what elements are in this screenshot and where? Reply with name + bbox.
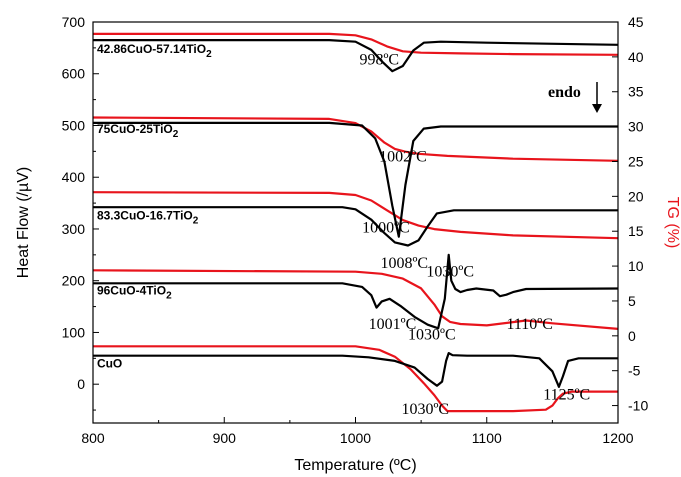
y-right-tick-label: 5 bbox=[628, 293, 636, 309]
heat-flow-curves-group bbox=[93, 39, 619, 388]
y-left-tick-label: 600 bbox=[62, 66, 86, 82]
heat-flow-curve-3 bbox=[93, 206, 618, 247]
y-left-tick-label: 500 bbox=[62, 117, 86, 133]
heat-flow-curve-5 bbox=[93, 352, 618, 388]
tg-curve-2 bbox=[92, 116, 619, 162]
temperature-annotation: 1110ºC bbox=[506, 316, 552, 333]
temperature-annotation: 1030ºC bbox=[401, 401, 449, 418]
y-right-tick-label: 10 bbox=[628, 258, 644, 274]
y-right-tick-label: -5 bbox=[628, 363, 641, 379]
temperature-annotation: 1030ºC bbox=[408, 327, 456, 344]
y-right-axis-ticks: -10 -5 0 5 10 15 20 25 30 35 40 45 bbox=[612, 14, 648, 414]
y-right-tick-label: 45 bbox=[628, 14, 644, 30]
tg-curve-4 bbox=[92, 269, 619, 330]
heat-flow-curve-4 bbox=[93, 253, 619, 330]
y-right-tick-label: 35 bbox=[628, 84, 644, 100]
heat-flow-curve-2 bbox=[93, 121, 618, 238]
y-left-axis-ticks: 0 100 200 300 400 500 600 700 bbox=[62, 14, 99, 411]
peak-annotations: 998ºC1002ºC1000ºC1008ºC1030ºC1001ºC1030º… bbox=[359, 51, 590, 418]
x-tick-label: 800 bbox=[81, 430, 105, 446]
series-label: 42.86CuO-57.14TiO2 bbox=[97, 42, 212, 60]
y-right-tick-label: 15 bbox=[628, 223, 644, 239]
y-right-axis-title: TG (%) bbox=[664, 197, 681, 249]
y-left-tick-label: 100 bbox=[62, 324, 86, 340]
x-tick-label: 1100 bbox=[472, 430, 502, 446]
series-label: CuO bbox=[97, 357, 122, 371]
y-right-tick-label: -10 bbox=[628, 398, 648, 414]
y-left-axis-title: Heat Flow (/µV) bbox=[15, 167, 32, 278]
endo-arrow-icon bbox=[592, 82, 602, 113]
tg-curve-5 bbox=[93, 345, 618, 413]
y-left-tick-label: 700 bbox=[62, 14, 86, 30]
tg-curve-3 bbox=[92, 191, 619, 240]
y-left-tick-label: 200 bbox=[62, 273, 86, 289]
y-left-tick-label: 400 bbox=[62, 169, 86, 185]
y-left-tick-label: 300 bbox=[62, 221, 86, 237]
x-tick-label: 1000 bbox=[340, 430, 371, 446]
temperature-annotation: 998ºC bbox=[359, 51, 399, 68]
tg-curves-group bbox=[92, 32, 619, 413]
endo-arrow-head bbox=[592, 104, 602, 113]
temperature-annotation: 1030ºC bbox=[426, 264, 474, 281]
series-label: 96CuO-4TiO2 bbox=[97, 284, 172, 302]
temperature-annotation: 1002ºC bbox=[379, 149, 427, 166]
endo-label: endo bbox=[548, 84, 581, 101]
temperature-annotation: 1001ºC bbox=[369, 316, 417, 333]
x-axis-title: Temperature (ºC) bbox=[294, 457, 416, 474]
temperature-annotation: 1000ºC bbox=[362, 220, 410, 237]
y-left-tick-label: 0 bbox=[77, 376, 85, 392]
x-tick-label: 1200 bbox=[602, 430, 633, 446]
y-right-tick-label: 0 bbox=[628, 328, 636, 344]
series-label: 83.3CuO-16.7TiO2 bbox=[97, 209, 199, 227]
x-tick-label: 900 bbox=[213, 430, 237, 446]
tg-curve-1 bbox=[93, 32, 619, 56]
y-right-tick-label: 40 bbox=[628, 49, 644, 65]
x-axis-ticks: 800 900 1000 1100 1200 bbox=[81, 417, 634, 446]
y-right-tick-label: 25 bbox=[628, 153, 644, 169]
series-label: 75CuO-25TiO2 bbox=[97, 122, 179, 140]
temperature-annotation: 1125ºC bbox=[543, 387, 590, 404]
temperature-annotation: 1008ºC bbox=[380, 255, 428, 272]
series-labels: 42.86CuO-57.14TiO2 75CuO-25TiO2 83.3CuO-16… bbox=[97, 42, 212, 371]
y-right-tick-label: 30 bbox=[628, 119, 644, 135]
heat-flow-curve-1 bbox=[93, 39, 619, 73]
y-right-tick-label: 20 bbox=[628, 188, 644, 204]
